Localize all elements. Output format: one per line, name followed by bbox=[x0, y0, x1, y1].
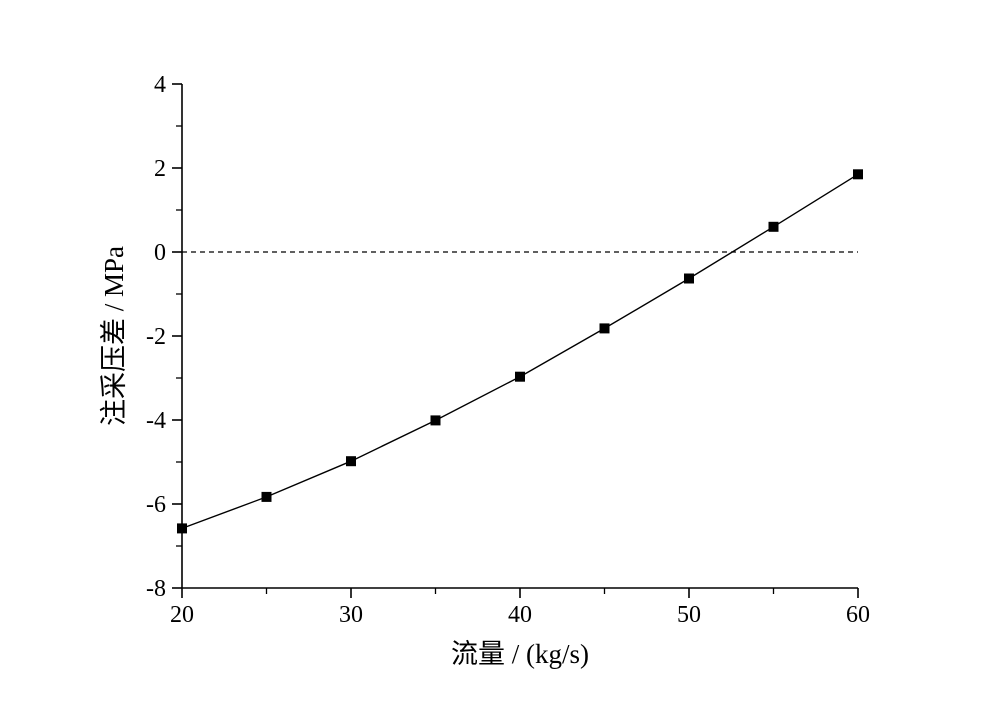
data-point-marker bbox=[599, 323, 610, 334]
y-tick-label: 0 bbox=[154, 240, 166, 266]
series-line-layer bbox=[181, 173, 859, 530]
y-tick-label: 4 bbox=[154, 72, 166, 98]
y-tick-label: 2 bbox=[154, 156, 166, 182]
y-tick-label: -4 bbox=[146, 408, 166, 434]
y-tick-label: -2 bbox=[146, 324, 166, 350]
data-point-marker bbox=[430, 415, 441, 426]
y-tick-label: -6 bbox=[146, 492, 166, 518]
data-point-marker bbox=[684, 273, 694, 284]
x-tick-label: 40 bbox=[508, 602, 532, 628]
axes-layer: -8 -6 -4 -2 0 2 4 20 30 40 50 60 bbox=[146, 72, 870, 628]
data-point-marker bbox=[853, 169, 863, 180]
x-tick-label: 20 bbox=[170, 602, 194, 628]
y-tick-label: -8 bbox=[146, 576, 166, 602]
data-point-marker bbox=[261, 491, 272, 502]
marker-layer bbox=[177, 169, 863, 534]
data-point-marker bbox=[515, 371, 525, 382]
x-tick-label: 50 bbox=[677, 602, 701, 628]
series-line bbox=[181, 173, 859, 530]
x-axis-label: 流量 / (kg/s) bbox=[451, 639, 589, 669]
data-point-marker bbox=[768, 221, 779, 232]
data-point-marker bbox=[346, 456, 356, 467]
x-tick-label: 30 bbox=[339, 602, 363, 628]
y-axis-label: 注采压差 / MPa bbox=[99, 246, 129, 426]
x-tick-label: 60 bbox=[846, 602, 870, 628]
